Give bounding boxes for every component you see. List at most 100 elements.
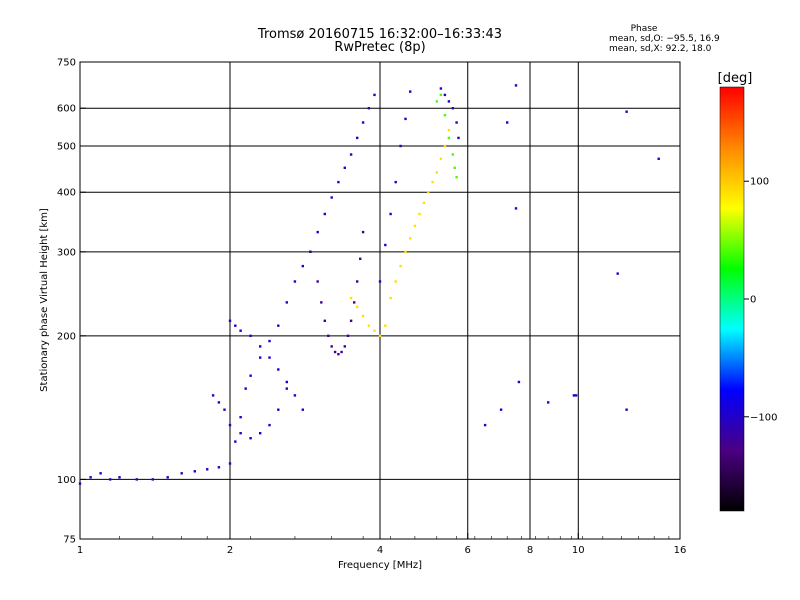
data-point — [506, 121, 509, 124]
data-point — [451, 107, 454, 110]
data-point — [356, 136, 359, 140]
data-point — [323, 212, 326, 216]
data-point — [483, 423, 487, 427]
data-point — [330, 345, 333, 348]
data-point — [293, 280, 297, 283]
colorbar-label: [deg] — [718, 71, 753, 86]
data-point — [249, 437, 252, 440]
x-tick-label: 8 — [527, 545, 533, 556]
data-point — [394, 280, 397, 283]
data-point — [572, 394, 576, 397]
data-point — [301, 264, 304, 268]
data-point — [517, 380, 521, 384]
data-point — [443, 114, 447, 117]
data-point — [616, 272, 619, 275]
data-point — [285, 301, 288, 304]
data-point — [340, 350, 343, 354]
data-point — [234, 324, 237, 327]
data-point — [135, 478, 138, 481]
stats-x-line: mean, sd,X: 92.2, 18.0 — [609, 44, 712, 54]
data-point — [333, 350, 337, 354]
y-tick-label: 75 — [63, 535, 76, 546]
data-point — [293, 394, 297, 397]
y-tick-label: 100 — [57, 475, 76, 486]
data-point — [394, 180, 397, 184]
data-point — [514, 207, 518, 210]
data-point — [118, 476, 121, 479]
data-point — [89, 476, 92, 479]
data-point — [285, 380, 288, 384]
y-axis-label: Stationary phase Virtual Height [km] — [39, 208, 50, 392]
data-point — [361, 314, 365, 318]
x-tick-label: 6 — [465, 545, 471, 556]
data-point — [259, 345, 262, 348]
data-point — [455, 121, 458, 124]
y-tick-label: 500 — [57, 141, 76, 152]
data-point — [78, 482, 82, 485]
data-point — [453, 166, 456, 169]
data-point — [359, 257, 362, 260]
data-point — [99, 472, 102, 475]
x-tick-label: 16 — [674, 545, 687, 556]
data-point — [277, 368, 280, 371]
data-point — [439, 157, 443, 160]
data-point — [268, 339, 271, 343]
data-point — [574, 394, 578, 397]
chart-subtitle: RwPretec (8p) — [334, 40, 425, 55]
data-point — [228, 462, 232, 465]
data-point — [223, 408, 226, 411]
data-point — [349, 153, 353, 156]
data-point — [327, 334, 330, 337]
data-point — [625, 110, 628, 113]
colorbar-tick-label: −100 — [750, 412, 777, 423]
data-point — [151, 478, 154, 481]
stats-heading: Phase — [631, 24, 658, 34]
data-point — [389, 212, 392, 216]
data-point — [249, 374, 252, 377]
data-point — [389, 296, 392, 300]
data-point — [228, 319, 232, 322]
data-point — [499, 408, 503, 411]
data-point — [447, 100, 451, 103]
data-point — [413, 224, 417, 228]
data-point — [356, 305, 359, 309]
data-point — [259, 356, 262, 359]
data-point — [217, 466, 221, 469]
data-point — [373, 93, 376, 97]
data-point — [349, 319, 353, 322]
colorbar-tick-label: 100 — [750, 177, 769, 188]
data-point — [451, 153, 454, 156]
data-point — [343, 345, 346, 348]
data-point — [361, 230, 365, 234]
data-point — [443, 144, 447, 148]
colorbar — [719, 86, 745, 512]
data-point — [373, 329, 376, 332]
data-point — [431, 180, 434, 184]
x-tick-label: 2 — [227, 545, 233, 556]
data-point — [239, 432, 242, 435]
data-point — [109, 478, 112, 481]
data-point — [409, 90, 412, 93]
data-point — [301, 408, 304, 411]
y-tick-label: 300 — [57, 247, 76, 258]
data-point — [353, 301, 356, 304]
data-point — [211, 394, 215, 397]
data-point — [268, 356, 271, 359]
data-point — [439, 93, 443, 97]
data-point — [356, 280, 359, 283]
data-point — [268, 423, 271, 427]
stats-o-line: mean, sd,O: −95.5, 16.9 — [609, 34, 720, 44]
data-point — [443, 93, 447, 97]
data-point — [239, 329, 242, 332]
x-tick-label: 4 — [377, 545, 383, 556]
data-point — [399, 144, 402, 148]
y-axis-ticks: 75 100 200 300 400 500 600 750 — [57, 58, 86, 546]
data-point — [277, 324, 280, 327]
data-point — [404, 117, 407, 121]
chart-title: Tromsø 20160715 16:32:00–16:33:43 — [257, 27, 502, 42]
data-point — [422, 201, 426, 204]
data-point — [349, 296, 353, 300]
data-point — [447, 128, 451, 132]
colorbar-tick-label: 0 — [750, 295, 756, 306]
x-axis-ticks: 1 2 4 6 8 10 16 — [77, 533, 687, 556]
